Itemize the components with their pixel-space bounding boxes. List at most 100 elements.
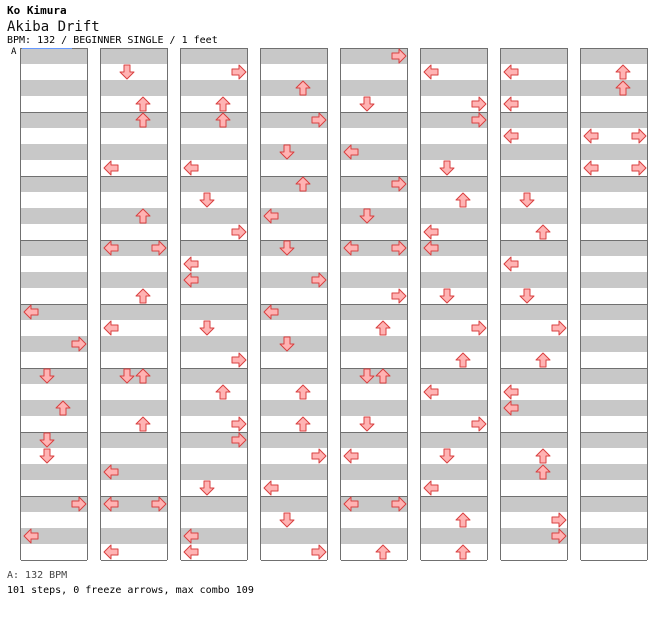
arrow-left-icon: [503, 400, 519, 416]
measure-line: [341, 48, 407, 49]
measure-line: [421, 48, 487, 49]
measure-line: [581, 432, 647, 433]
arrow-up-icon: [615, 80, 631, 96]
arrow-right-icon: [231, 352, 247, 368]
measure-line: [261, 176, 327, 177]
measure-line: [261, 48, 327, 49]
arrow-up-icon: [455, 544, 471, 560]
arrow-up-icon: [455, 512, 471, 528]
arrow-right-icon: [231, 432, 247, 448]
chart-column-3: [180, 48, 248, 561]
arrow-right-icon: [311, 448, 327, 464]
arrow-right-icon: [231, 224, 247, 240]
measure-line: [501, 304, 567, 305]
arrow-left-icon: [503, 64, 519, 80]
arrow-right-icon: [471, 96, 487, 112]
arrow-right-icon: [151, 240, 167, 256]
measure-line: [341, 432, 407, 433]
arrow-left-icon: [263, 480, 279, 496]
arrow-up-icon: [535, 224, 551, 240]
measure-line: [261, 560, 327, 561]
arrow-left-icon: [583, 160, 599, 176]
arrow-down-icon: [199, 192, 215, 208]
measure-line: [341, 112, 407, 113]
arrow-up-icon: [295, 80, 311, 96]
arrow-down-icon: [359, 208, 375, 224]
measure-line: [341, 560, 407, 561]
arrow-down-icon: [519, 288, 535, 304]
arrow-up-icon: [135, 416, 151, 432]
arrow-right-icon: [151, 496, 167, 512]
chart-stats: 101 steps, 0 freeze arrows, max combo 10…: [7, 585, 254, 596]
measure-line: [421, 432, 487, 433]
arrow-down-icon: [199, 320, 215, 336]
arrow-left-icon: [343, 144, 359, 160]
measure-line: [421, 560, 487, 561]
arrow-right-icon: [471, 320, 487, 336]
arrow-right-icon: [71, 496, 87, 512]
measure-line: [101, 112, 167, 113]
arrow-left-icon: [183, 544, 199, 560]
arrow-right-icon: [391, 240, 407, 256]
arrow-left-icon: [183, 528, 199, 544]
arrow-up-icon: [215, 384, 231, 400]
arrow-right-icon: [631, 160, 647, 176]
measure-line: [101, 368, 167, 369]
measure-line: [581, 176, 647, 177]
measure-line: [421, 112, 487, 113]
measure-line: [21, 560, 87, 561]
measure-line: [421, 176, 487, 177]
arrow-up-icon: [295, 384, 311, 400]
arrow-right-icon: [71, 336, 87, 352]
measure-line: [181, 176, 247, 177]
arrow-up-icon: [535, 464, 551, 480]
measure-line: [261, 432, 327, 433]
measure-line: [501, 112, 567, 113]
arrow-right-icon: [311, 112, 327, 128]
arrow-right-icon: [311, 272, 327, 288]
measure-line: [421, 496, 487, 497]
measure-line: [261, 112, 327, 113]
arrow-left-icon: [503, 256, 519, 272]
arrow-up-icon: [375, 368, 391, 384]
measure-line: [181, 112, 247, 113]
arrow-down-icon: [439, 288, 455, 304]
arrow-left-icon: [423, 240, 439, 256]
chart-column-8: [580, 48, 648, 561]
arrow-up-icon: [375, 544, 391, 560]
measure-line: [501, 368, 567, 369]
arrow-down-icon: [119, 64, 135, 80]
measure-line: [341, 304, 407, 305]
arrow-up-icon: [135, 288, 151, 304]
measure-line: [181, 48, 247, 49]
chart-column-1: [20, 48, 88, 561]
measure-line: [181, 432, 247, 433]
arrow-down-icon: [359, 368, 375, 384]
measure-line: [101, 48, 167, 49]
arrow-left-icon: [423, 64, 439, 80]
arrow-right-icon: [471, 112, 487, 128]
measure-line: [581, 112, 647, 113]
chart-column-6: [420, 48, 488, 561]
arrow-down-icon: [279, 512, 295, 528]
arrow-left-icon: [103, 240, 119, 256]
arrow-up-icon: [295, 416, 311, 432]
chart-column-7: [500, 48, 568, 561]
arrow-down-icon: [519, 192, 535, 208]
measure-line: [341, 240, 407, 241]
arrow-left-icon: [503, 384, 519, 400]
arrow-down-icon: [279, 144, 295, 160]
arrow-right-icon: [391, 176, 407, 192]
arrow-right-icon: [311, 544, 327, 560]
arrow-right-icon: [551, 512, 567, 528]
measure-line: [21, 304, 87, 305]
chart-info: BPM: 132 / BEGINNER SINGLE / 1 feet: [7, 35, 218, 46]
arrow-down-icon: [199, 480, 215, 496]
arrow-up-icon: [135, 368, 151, 384]
arrow-left-icon: [423, 480, 439, 496]
measure-line: [581, 240, 647, 241]
arrow-right-icon: [391, 288, 407, 304]
arrow-right-icon: [391, 48, 407, 64]
arrow-down-icon: [359, 96, 375, 112]
arrow-up-icon: [295, 176, 311, 192]
